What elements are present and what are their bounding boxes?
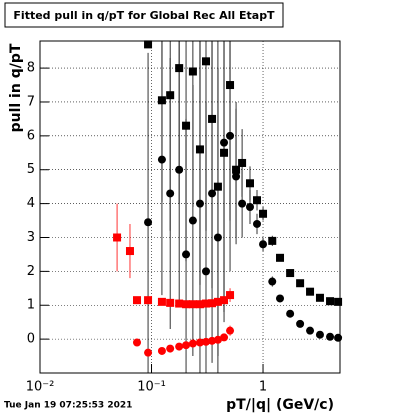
marker — [132, 338, 141, 347]
marker — [201, 57, 210, 66]
y-tick-label: 6 — [27, 128, 35, 143]
marker — [253, 196, 262, 205]
marker — [166, 189, 175, 198]
marker — [306, 326, 315, 335]
footer: Tue Jan 19 07:25:53 2021 — [4, 401, 132, 411]
marker — [188, 216, 197, 225]
marker — [259, 209, 268, 218]
marker — [188, 67, 197, 76]
marker — [276, 253, 285, 262]
marker — [334, 297, 343, 306]
x-tick-label: 10⁻¹ — [137, 380, 166, 395]
marker — [238, 158, 247, 167]
y-tick-label: 1 — [27, 298, 35, 313]
marker — [166, 344, 175, 353]
marker — [213, 297, 222, 306]
y-tick-label: 2 — [27, 264, 35, 279]
marker — [157, 346, 166, 355]
marker — [326, 297, 335, 306]
y-axis-title: pull in q/pT — [8, 43, 24, 132]
marker — [306, 287, 315, 296]
marker — [166, 298, 175, 307]
marker — [315, 330, 324, 339]
title-box — [4, 2, 284, 28]
marker — [175, 342, 184, 351]
marker — [157, 155, 166, 164]
y-tick-label: 7 — [27, 94, 35, 109]
marker — [286, 269, 295, 278]
plot-frame — [39, 40, 341, 374]
marker — [226, 131, 235, 140]
x-tick-label: 10⁻² — [26, 380, 55, 395]
marker — [286, 309, 295, 318]
marker — [144, 348, 153, 357]
marker — [144, 296, 153, 305]
marker — [213, 233, 222, 242]
marker — [195, 338, 204, 347]
marker — [334, 333, 343, 342]
marker — [232, 172, 241, 181]
y-tick-label: 0 — [27, 332, 35, 347]
marker — [213, 335, 222, 344]
y-tick-label: 3 — [27, 230, 35, 245]
marker — [175, 165, 184, 174]
marker — [226, 326, 235, 335]
marker — [132, 296, 141, 305]
marker — [188, 339, 197, 348]
marker — [182, 341, 191, 350]
marker — [182, 300, 191, 309]
marker — [195, 199, 204, 208]
x-axis-title: pT/|q| (GeV/c) — [226, 397, 334, 413]
y-tick-label: 4 — [27, 196, 35, 211]
marker — [268, 277, 277, 286]
marker — [201, 337, 210, 346]
x-tick-label: 1 — [259, 380, 267, 395]
marker — [125, 247, 134, 256]
marker — [182, 250, 191, 259]
marker — [276, 294, 285, 303]
y-tick-label: 8 — [27, 61, 35, 76]
marker — [175, 299, 184, 308]
marker — [220, 138, 229, 147]
marker — [296, 319, 305, 328]
marker — [245, 179, 254, 188]
marker — [157, 297, 166, 306]
marker — [195, 300, 204, 309]
marker — [208, 189, 217, 198]
marker — [220, 333, 229, 342]
marker — [188, 300, 197, 309]
marker — [220, 296, 229, 305]
marker — [201, 299, 210, 308]
chart-title: Fitted pull in q/pT for Global Rec All E… — [13, 9, 275, 22]
marker — [144, 40, 153, 49]
marker — [208, 299, 217, 308]
marker — [315, 293, 324, 302]
marker — [326, 332, 335, 341]
y-tick-label: 5 — [27, 162, 35, 177]
marker — [144, 218, 153, 227]
marker — [226, 291, 235, 300]
marker — [238, 199, 247, 208]
marker — [245, 203, 254, 211]
marker — [201, 267, 210, 276]
marker — [113, 233, 122, 242]
marker — [259, 240, 268, 249]
marker — [296, 279, 305, 288]
marker — [253, 219, 262, 228]
marker — [268, 236, 277, 245]
